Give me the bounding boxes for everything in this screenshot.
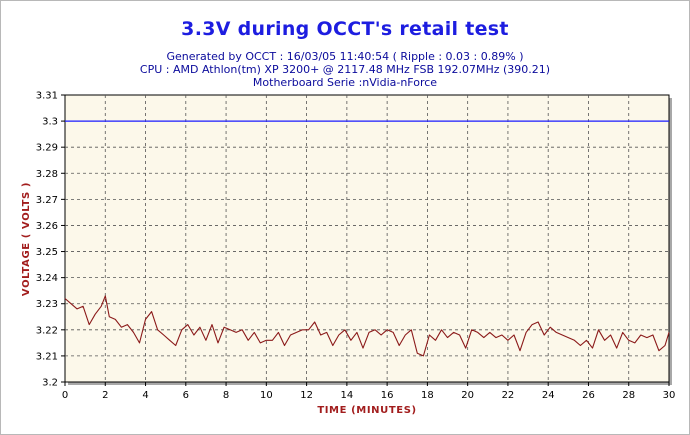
x-tick-label: 22 [502, 390, 515, 401]
y-tick-label: 3.24 [36, 273, 58, 284]
y-tick-label: 3.23 [36, 299, 58, 310]
x-tick-label: 2 [102, 390, 108, 401]
chart-subtitle-generated: Generated by OCCT : 16/03/05 11:40:54 ( … [166, 50, 524, 63]
y-tick-label: 3.21 [36, 351, 58, 362]
x-tick-label: 0 [62, 390, 68, 401]
chart-subtitle-cpu: CPU : AMD Athlon(tm) XP 3200+ @ 2117.48 … [139, 63, 551, 76]
y-axis-label: VOLTAGE ( VOLTS ) [21, 182, 32, 296]
plot-background [64, 94, 670, 383]
y-axis-ticks: 3.2 3.21 3.22 3.23 3.24 3.25 3.26 3.27 3.28 3.29 3… [36, 91, 65, 389]
chart-title: 3.3V during OCCT's retail test [181, 18, 509, 40]
x-tick-label: 18 [421, 390, 434, 401]
y-tick-label: 3.26 [36, 221, 58, 232]
x-tick-label: 12 [300, 390, 313, 401]
x-tick-label: 24 [542, 390, 555, 401]
voltage-series-line [64, 295, 670, 357]
y-tick-label: 3.29 [36, 143, 58, 154]
x-axis-ticks: 0 2 4 6 8 10 12 14 16 18 20 22 24 26 28 30 [62, 382, 676, 401]
x-tick-label: 26 [582, 390, 595, 401]
x-tick-label: 20 [461, 390, 474, 401]
y-tick-label: 3.25 [36, 247, 58, 258]
x-axis-label: TIME (MINUTES) [317, 405, 416, 416]
y-tick-label: 3.3 [42, 117, 58, 128]
y-tick-label: 3.2 [42, 378, 58, 389]
y-tick-label: 3.31 [36, 91, 58, 102]
x-tick-label: 14 [340, 390, 353, 401]
x-tick-label: 4 [142, 390, 148, 401]
x-tick-label: 16 [381, 390, 394, 401]
x-tick-label: 8 [223, 390, 229, 401]
x-tick-label: 30 [663, 390, 676, 401]
x-tick-label: 28 [622, 390, 635, 401]
y-tick-label: 3.27 [36, 195, 58, 206]
series-group [64, 295, 670, 357]
chart-subtitle-motherboard: Motherboard Serie :nVidia-nForce [252, 76, 438, 89]
x-tick-label: 10 [260, 390, 273, 401]
y-tick-label: 3.22 [36, 325, 58, 336]
y-tick-label: 3.28 [36, 169, 58, 180]
x-tick-label: 6 [183, 390, 189, 401]
